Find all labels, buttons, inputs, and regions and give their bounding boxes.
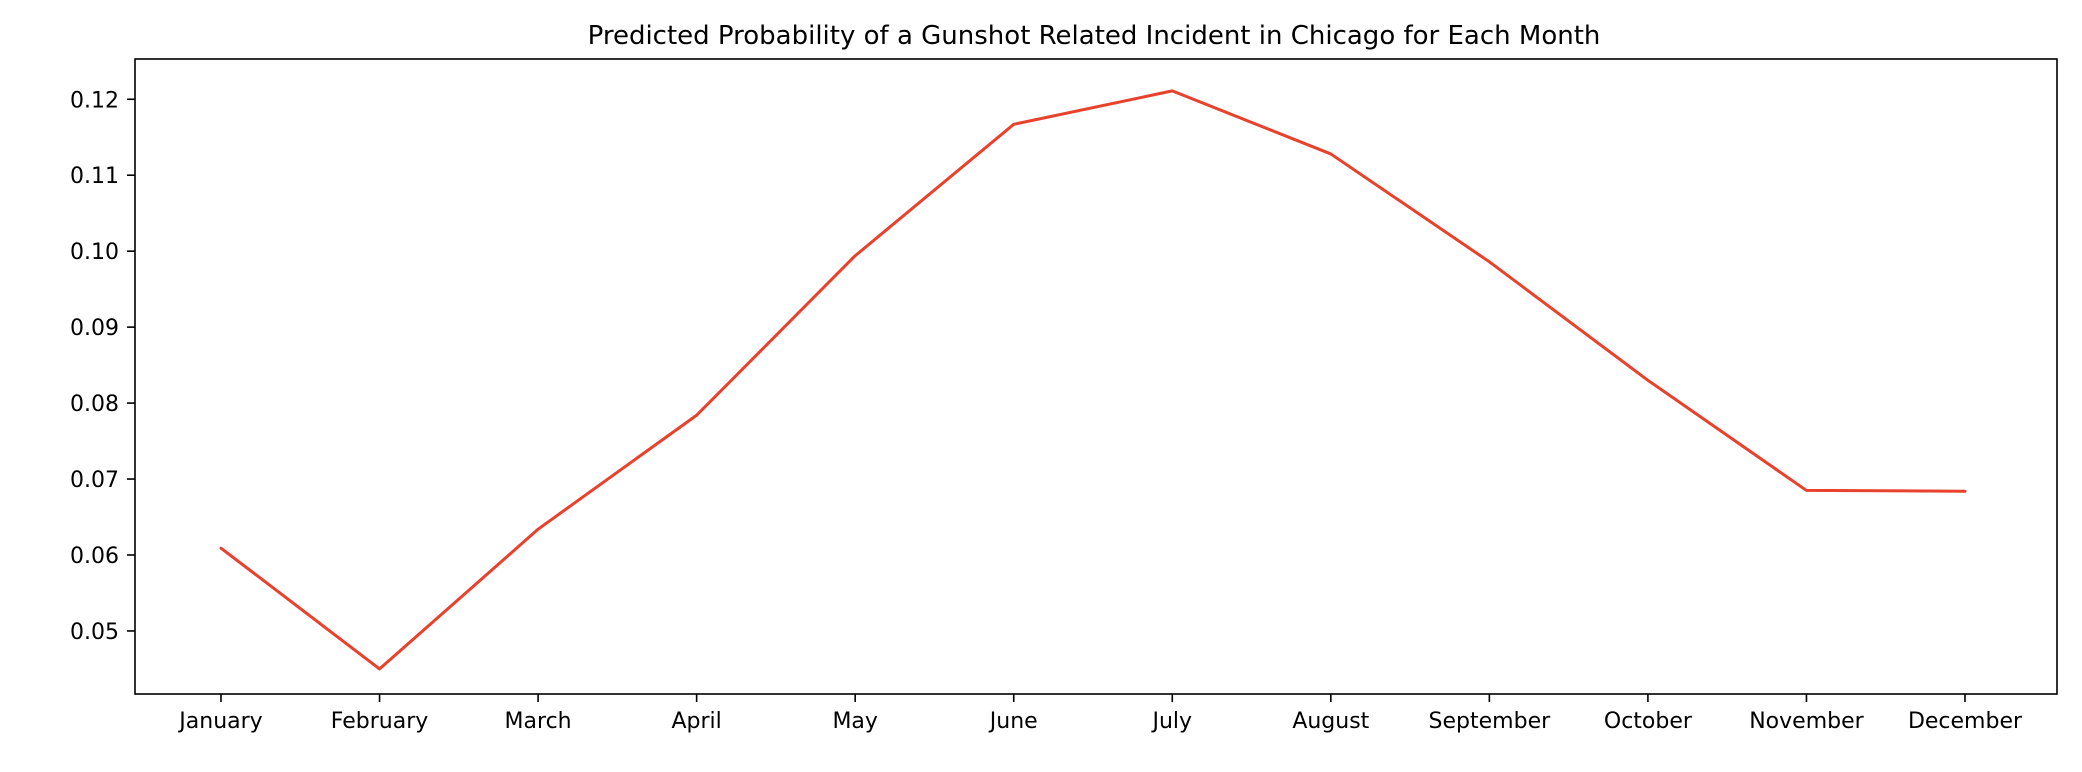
x-tick-label: June <box>988 709 1038 734</box>
y-tick-label: 0.07 <box>70 468 119 493</box>
plot-frame <box>134 58 2058 695</box>
x-tick-label: November <box>1749 709 1864 734</box>
y-tick-label: 0.08 <box>70 392 119 417</box>
series-layer <box>219 89 1967 671</box>
y-tick-label: 0.12 <box>70 88 119 113</box>
x-tick-label: February <box>331 709 429 734</box>
chart-title: Predicted Probability of a Gunshot Relat… <box>588 21 1601 51</box>
data-point-june <box>1013 123 1015 125</box>
data-point-april <box>696 414 698 416</box>
x-tick-label: August <box>1292 709 1369 734</box>
x-tick-label: December <box>1908 709 2023 734</box>
y-tick-label: 0.05 <box>70 620 119 645</box>
y-tick-label: 0.10 <box>70 240 119 265</box>
x-tick-label: March <box>505 709 572 734</box>
y-tick-label: 0.09 <box>70 316 119 341</box>
x-tick-label: January <box>177 709 262 734</box>
data-point-august <box>1330 153 1332 155</box>
y-axis: 0.05 0.06 0.07 0.08 0.09 0.10 0.11 0.12 <box>70 88 135 645</box>
x-tick-label: September <box>1429 709 1552 734</box>
data-point-january <box>220 547 222 549</box>
x-tick-label: April <box>671 709 721 734</box>
data-point-november <box>1805 489 1807 491</box>
data-point-may <box>854 255 856 257</box>
series-line <box>219 89 1967 671</box>
data-point-march <box>537 528 539 530</box>
x-axis: January February March April May June July Augu… <box>177 694 2023 734</box>
data-point-july <box>1171 90 1173 92</box>
data-point-december <box>1964 490 1966 492</box>
x-tick-label: October <box>1604 709 1693 734</box>
data-point-february <box>379 668 381 670</box>
y-tick-label: 0.06 <box>70 544 119 569</box>
y-tick-label: 0.11 <box>70 164 119 189</box>
x-tick-label: May <box>832 709 877 734</box>
data-point-september <box>1488 261 1490 263</box>
x-tick-label: July <box>1150 709 1192 734</box>
data-point-october <box>1647 379 1649 381</box>
